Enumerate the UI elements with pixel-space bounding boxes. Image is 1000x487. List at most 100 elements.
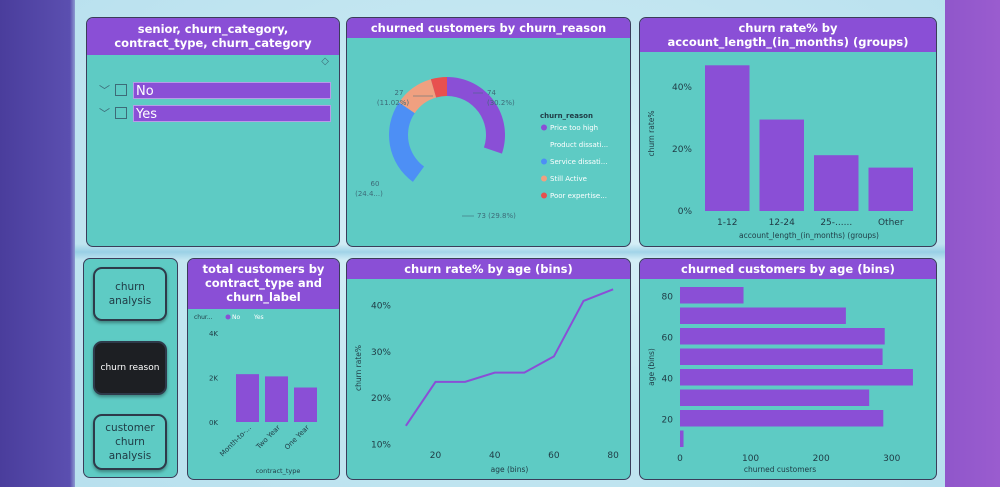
bar (680, 430, 684, 447)
slicer-item-yes[interactable]: ﹀ Yes (99, 104, 331, 122)
bar (680, 287, 744, 304)
nav-panel: churn analysis churn reason customer chu… (83, 258, 178, 478)
x-axis-label: contract_type (256, 467, 301, 475)
tick-label: 25-...... (820, 218, 852, 228)
tick-label: 60 (662, 333, 674, 343)
donut-chart: 74 (30.2%) 27 (11.02%) 60 (24.4...) 73 (29.8%)… (355, 77, 608, 220)
bar (680, 328, 885, 345)
chevron-down-icon[interactable]: ﹀ (99, 107, 110, 120)
contract-bar-chart: chur... No Yes 0K 2K 4K Month-to-... Two Year On… (194, 314, 317, 475)
data-label: 27 (395, 89, 404, 97)
y-axis-label: churn rate% (647, 110, 656, 156)
tick-label: 60 (548, 451, 560, 461)
tick-label: 40% (371, 302, 391, 312)
tick-label: Month-to-... (218, 424, 253, 459)
chart-title: churn rate% by account_length_(in_months… (640, 18, 936, 52)
tick-label: Two Year (254, 424, 282, 452)
legend-entry: Price too high (550, 124, 598, 132)
tick-label: One Year (283, 424, 311, 452)
y-axis-label: churn rate% (354, 345, 363, 391)
data-label: 60 (371, 180, 380, 188)
tick-label: 80 (607, 451, 619, 461)
bar (265, 376, 288, 422)
age-rate-line-chart: 10% 20% 30% 40% 20 40 60 80 age (bins) churn rate… (354, 288, 619, 474)
tick-label: 100 (742, 454, 759, 464)
legend-marker (541, 158, 547, 165)
chart-title: churn rate% by age (bins) (347, 259, 630, 279)
chart-title: churned customers by age (bins) (640, 259, 936, 279)
divider-band (75, 244, 945, 260)
legend-marker (225, 314, 231, 320)
data-label: (11.02%) (377, 99, 409, 107)
data-label: 73 (29.8%) (477, 212, 516, 220)
tick-label: 80 (662, 292, 674, 302)
tick-label: 2K (209, 375, 218, 383)
chevron-down-icon[interactable]: ﹀ (99, 84, 110, 97)
account-panel: churn rate% by account_length_(in_months… (639, 17, 937, 247)
tick-label: 1-12 (717, 218, 737, 228)
chart-title: total customers by contract_type and chu… (188, 259, 339, 309)
nav-button-label: churn analysis (108, 281, 152, 307)
x-axis-label: age (bins) (491, 465, 529, 474)
slicer-item-label: No (133, 81, 331, 99)
legend-marker (541, 141, 547, 148)
data-label: (30.2%) (487, 99, 515, 107)
bar (680, 389, 870, 406)
legend-title: churn_reason (540, 112, 593, 120)
contract-panel: total customers by contract_type and chu… (187, 258, 340, 480)
tick-label: 20% (672, 145, 692, 155)
nav-button-churn-reason[interactable]: churn reason (93, 341, 167, 395)
chart-title: churned customers by churn_reason (347, 18, 630, 38)
y-axis-label: age (bins) (647, 348, 656, 386)
bar (868, 167, 913, 211)
bar (680, 369, 913, 386)
tick-label: 20 (430, 451, 442, 461)
legend-marker (541, 124, 547, 131)
donut-panel: churned customers by churn_reason 74 (30.… (346, 17, 631, 247)
slicer-panel: senior, churn_category, contract_type, c… (86, 17, 340, 247)
bar (680, 348, 883, 365)
legend-marker (541, 192, 547, 199)
tick-label: 30% (371, 348, 391, 358)
data-label: 74 (487, 89, 496, 97)
tick-label: 200 (813, 454, 830, 464)
chevron-down-icon[interactable]: ◇ (321, 56, 329, 67)
tick-label: 40 (489, 451, 501, 461)
donut-slice (389, 102, 425, 182)
age-count-panel: churned customers by age (bins) 80 60 40 20… (639, 258, 937, 480)
legend-title: chur... (194, 314, 213, 321)
tick-label: Other (878, 218, 904, 228)
checkbox[interactable] (115, 84, 127, 96)
nav-button-customer-churn-analysis[interactable]: customer churn analysis (93, 414, 167, 470)
donut-slice (430, 77, 447, 98)
legend-entry: No (232, 314, 240, 321)
bar (236, 374, 259, 422)
legend-entry: Service dissati... (550, 158, 607, 166)
tick-label: 20% (371, 394, 391, 404)
legend-entry: Poor expertise... (550, 192, 607, 200)
tick-label: 12-24 (769, 218, 795, 228)
account-bar-chart: 0% 20% 40% 1-12 12-24 25-...... Other account_l… (647, 65, 913, 240)
legend-entry: Product dissati... (550, 141, 608, 149)
slicer-item-no[interactable]: ﹀ No (99, 81, 331, 99)
tick-label: 10% (371, 440, 391, 450)
bar (680, 410, 884, 427)
bar (814, 155, 859, 211)
tick-label: 40% (672, 83, 692, 93)
data-label: (24.4...) (355, 190, 383, 198)
legend-marker (541, 175, 547, 182)
checkbox[interactable] (115, 107, 127, 119)
bar (294, 387, 317, 422)
tick-label: 4K (209, 330, 218, 338)
tick-label: 0 (677, 454, 683, 464)
bar (705, 65, 750, 211)
x-axis-label: churned customers (744, 465, 816, 474)
tick-label: 40 (662, 374, 674, 384)
tick-label: 0K (209, 419, 218, 427)
legend-entry: Yes (253, 314, 264, 321)
bar (759, 119, 804, 211)
slicer-title: senior, churn_category, contract_type, c… (87, 18, 339, 55)
series-line (405, 288, 614, 427)
nav-button-churn-analysis[interactable]: churn analysis (93, 267, 167, 321)
